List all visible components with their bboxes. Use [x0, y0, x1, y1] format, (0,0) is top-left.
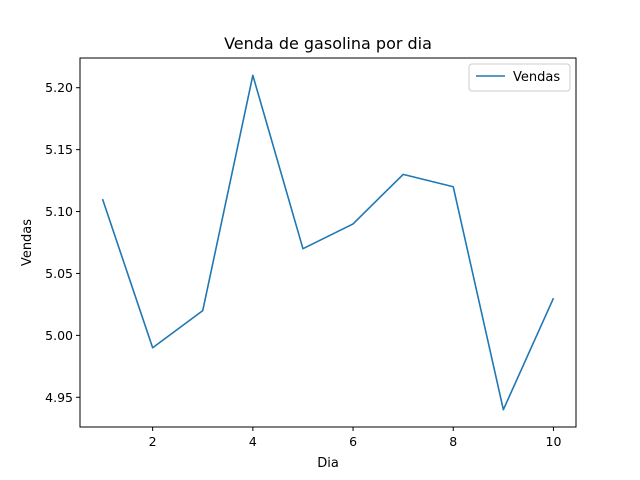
- x-tick-label: 4: [249, 434, 257, 449]
- y-tick-label: 5.15: [45, 142, 73, 157]
- x-tick-label: 2: [149, 434, 157, 449]
- y-tick-label: 5.10: [45, 204, 73, 219]
- y-tick-label: 5.00: [45, 328, 73, 343]
- x-tick-label: 10: [546, 434, 562, 449]
- plot-area: [80, 58, 576, 427]
- y-axis-label: Vendas: [20, 219, 35, 266]
- legend-label-vendas: Vendas: [513, 70, 560, 85]
- legend-box: [468, 63, 571, 92]
- chart-title: Venda de gasolina por dia: [224, 34, 432, 53]
- x-axis-label: Dia: [317, 456, 339, 471]
- y-axis-ticks: 4.95 5.00 5.05 5.10 5.15 5.20: [45, 80, 80, 405]
- series-line-vendas: [101, 74, 555, 411]
- y-tick-label: 5.20: [45, 80, 73, 95]
- legend: Vendas: [468, 63, 571, 92]
- y-tick-label: 5.05: [45, 266, 73, 281]
- x-tick-label: 8: [449, 434, 457, 449]
- x-axis-ticks: 2 4 6 8 10: [149, 427, 562, 449]
- y-tick-label: 4.95: [45, 390, 73, 405]
- plot-frame: [79, 57, 577, 428]
- series-group: [101, 74, 555, 411]
- x-tick-label: 6: [349, 434, 357, 449]
